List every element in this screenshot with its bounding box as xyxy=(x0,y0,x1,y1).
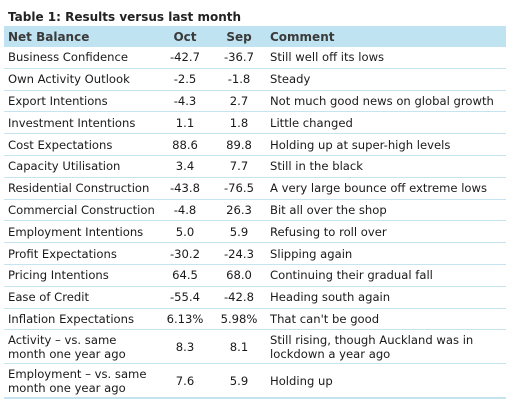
table-header-row: Net Balance Oct Sep Comment xyxy=(4,26,506,47)
row-sep-value: 2.7 xyxy=(212,90,266,113)
row-oct-value: -4.3 xyxy=(158,90,212,113)
row-label: Pricing Intentions xyxy=(4,264,158,287)
table-row: Export Intentions -4.3 2.7 Not much good ne… xyxy=(4,90,506,113)
row-comment: Slipping again xyxy=(266,242,506,265)
row-comment: Heading south again xyxy=(266,286,506,309)
table-row: Employment Intentions 5.0 5.9 Refusing to r… xyxy=(4,220,506,244)
row-label: Employment Intentions xyxy=(4,220,158,244)
row-label: Inflation Expectations xyxy=(4,308,158,331)
header-sep: Sep xyxy=(212,26,266,47)
table-row: Pricing Intentions 64.5 68.0 Continuing the… xyxy=(4,264,506,287)
row-comment: Refusing to roll over xyxy=(266,220,506,244)
row-oct-value: 64.5 xyxy=(158,264,212,287)
row-label: Commercial Construction xyxy=(4,199,158,222)
row-oct-value: 1.1 xyxy=(158,111,212,135)
row-sep-value: -24.3 xyxy=(212,242,266,265)
row-oct-value: -42.7 xyxy=(158,47,212,69)
row-oct-value: 88.6 xyxy=(158,133,212,156)
row-sep-value: 5.98% xyxy=(212,308,266,331)
row-oct-value: 5.0 xyxy=(158,220,212,244)
row-label: Investment Intentions xyxy=(4,111,158,135)
row-label: Export Intentions xyxy=(4,90,158,113)
row-oct-value: -30.2 xyxy=(158,242,212,265)
row-sep-value: -42.8 xyxy=(212,286,266,309)
table-row: Own Activity Outlook -2.5 -1.8 Steady xyxy=(4,68,506,91)
row-label: Profit Expectations xyxy=(4,242,158,265)
table-row: Investment Intentions 1.1 1.8 Little change… xyxy=(4,111,506,135)
row-label: Activity – vs. same month one year ago xyxy=(4,329,158,365)
row-sep-value: 26.3 xyxy=(212,199,266,222)
table-row: Business Confidence -42.7 -36.7 Still well … xyxy=(4,47,506,69)
row-label: Own Activity Outlook xyxy=(4,68,158,91)
table-row: Profit Expectations -30.2 -24.3 Slipping ag… xyxy=(4,242,506,265)
row-label: Employment – vs. same month one year ago xyxy=(4,363,158,399)
row-oct-value: -4.8 xyxy=(158,199,212,222)
row-oct-value: 3.4 xyxy=(158,155,212,178)
row-comment: Steady xyxy=(266,68,506,91)
row-comment: Continuing their gradual fall xyxy=(266,264,506,287)
row-sep-value: 7.7 xyxy=(212,155,266,178)
row-label: Ease of Credit xyxy=(4,286,158,309)
header-oct: Oct xyxy=(158,26,212,47)
row-comment: Holding up xyxy=(266,363,506,399)
header-net-balance: Net Balance xyxy=(4,26,158,47)
row-sep-value: -1.8 xyxy=(212,68,266,91)
row-comment: Still rising, though Auckland was in loc… xyxy=(266,329,506,365)
table-row: Employment – vs. same month one year ago… xyxy=(4,363,506,399)
row-comment: Bit all over the shop xyxy=(266,199,506,222)
row-comment: Still well off its lows xyxy=(266,47,506,69)
row-sep-value: 68.0 xyxy=(212,264,266,287)
table-row: Commercial Construction -4.8 26.3 Bit all o… xyxy=(4,199,506,222)
row-oct-value: -55.4 xyxy=(158,286,212,309)
row-label: Capacity Utilisation xyxy=(4,155,158,178)
row-label: Business Confidence xyxy=(4,47,158,69)
row-comment: Holding up at super-high levels xyxy=(266,133,506,156)
row-oct-value: -43.8 xyxy=(158,177,212,200)
table-row: Activity – vs. same month one year ago 8.… xyxy=(4,329,506,365)
row-comment: Still in the black xyxy=(266,155,506,178)
table-title: Table 1: Results versus last month xyxy=(8,10,242,24)
row-oct-value: 6.13% xyxy=(158,308,212,331)
row-sep-value: 8.1 xyxy=(212,329,266,365)
row-comment: A very large bounce off extreme lows xyxy=(266,177,506,200)
row-oct-value: 7.6 xyxy=(158,363,212,399)
table-row: Cost Expectations 88.6 89.8 Holding up at s… xyxy=(4,133,506,156)
row-oct-value: 8.3 xyxy=(158,329,212,365)
row-sep-value: 5.9 xyxy=(212,363,266,399)
row-sep-value: 5.9 xyxy=(212,220,266,244)
table-bottom-rule xyxy=(4,398,506,400)
row-sep-value: 89.8 xyxy=(212,133,266,156)
row-comment: Little changed xyxy=(266,111,506,135)
row-comment: Not much good news on global growth xyxy=(266,90,506,113)
table-row: Capacity Utilisation 3.4 7.7 Still in the b… xyxy=(4,155,506,178)
row-label: Residential Construction xyxy=(4,177,158,200)
table-row: Inflation Expectations 6.13% 5.98% That can… xyxy=(4,308,506,331)
row-label: Cost Expectations xyxy=(4,133,158,156)
table-row: Ease of Credit -55.4 -42.8 Heading south ag… xyxy=(4,286,506,309)
table-row: Residential Construction -43.8 -76.5 A very… xyxy=(4,177,506,200)
results-table: Net Balance Oct Sep Comment Business Con… xyxy=(4,26,506,399)
header-comment: Comment xyxy=(266,26,506,47)
row-sep-value: 1.8 xyxy=(212,111,266,135)
row-sep-value: -76.5 xyxy=(212,177,266,200)
row-sep-value: -36.7 xyxy=(212,47,266,69)
row-oct-value: -2.5 xyxy=(158,68,212,91)
row-comment: That can't be good xyxy=(266,308,506,331)
